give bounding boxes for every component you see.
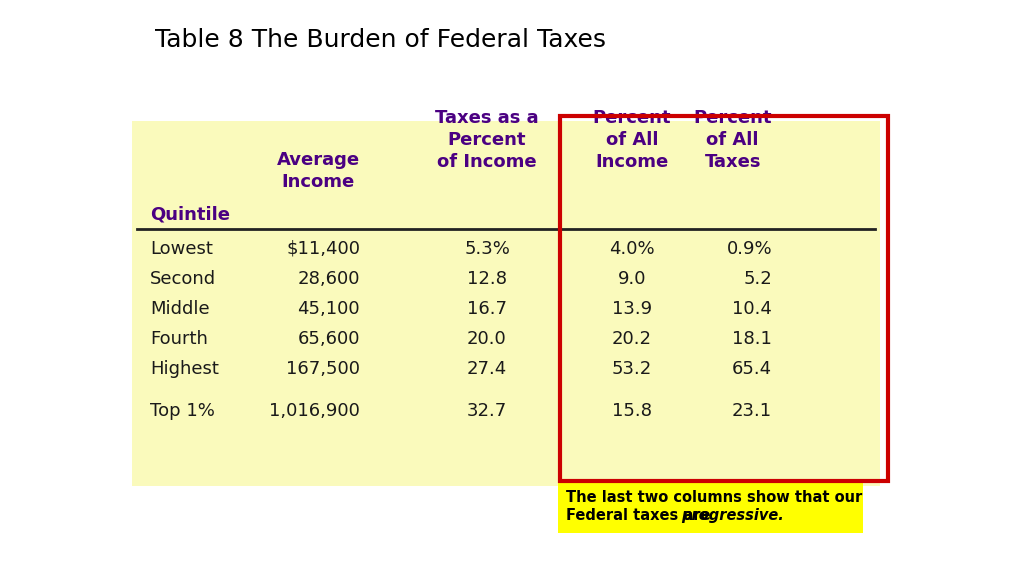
Text: Percent
of All
Taxes: Percent of All Taxes [693, 109, 772, 171]
Text: 45,100: 45,100 [297, 300, 360, 318]
Text: Table 8 The Burden of Federal Taxes: Table 8 The Burden of Federal Taxes [155, 28, 606, 52]
Text: 28,600: 28,600 [298, 270, 360, 288]
Text: Middle: Middle [150, 300, 210, 318]
Text: 18.1: 18.1 [732, 330, 772, 348]
Bar [560, 116, 888, 481]
Text: 9.0: 9.0 [617, 270, 646, 288]
Text: Lowest: Lowest [150, 240, 213, 258]
Text: 4.0%: 4.0% [609, 240, 654, 258]
FancyBboxPatch shape [132, 121, 880, 486]
Text: 23.1: 23.1 [732, 402, 772, 420]
Text: 5.3%: 5.3% [464, 240, 510, 258]
FancyBboxPatch shape [558, 481, 863, 533]
Text: 10.4: 10.4 [732, 300, 772, 318]
Text: 20.0: 20.0 [467, 330, 507, 348]
Text: 15.8: 15.8 [612, 402, 652, 420]
Text: Taxes as a
Percent
of Income: Taxes as a Percent of Income [435, 109, 539, 171]
Text: 65,600: 65,600 [298, 330, 360, 348]
Text: 16.7: 16.7 [467, 300, 507, 318]
Text: Federal taxes are: Federal taxes are [566, 508, 716, 523]
Text: 0.9%: 0.9% [726, 240, 772, 258]
Text: 32.7: 32.7 [467, 402, 507, 420]
Text: Percent
of All
Income: Percent of All Income [593, 109, 672, 171]
Text: 5.2: 5.2 [743, 270, 772, 288]
Text: 12.8: 12.8 [467, 270, 507, 288]
Text: The last two columns show that our: The last two columns show that our [566, 490, 862, 505]
Text: Highest: Highest [150, 360, 219, 378]
Text: Fourth: Fourth [150, 330, 208, 348]
Text: Second: Second [150, 270, 216, 288]
Text: Top 1%: Top 1% [150, 402, 215, 420]
Text: 20.2: 20.2 [612, 330, 652, 348]
Text: progressive.: progressive. [681, 508, 783, 523]
Text: $11,400: $11,400 [286, 240, 360, 258]
Text: Quintile: Quintile [150, 205, 230, 223]
Text: 13.9: 13.9 [612, 300, 652, 318]
Text: Average
Income: Average Income [276, 151, 360, 191]
Text: 1,016,900: 1,016,900 [269, 402, 360, 420]
Text: 65.4: 65.4 [732, 360, 772, 378]
Text: 53.2: 53.2 [612, 360, 652, 378]
Text: 27.4: 27.4 [467, 360, 507, 378]
Text: 167,500: 167,500 [286, 360, 360, 378]
